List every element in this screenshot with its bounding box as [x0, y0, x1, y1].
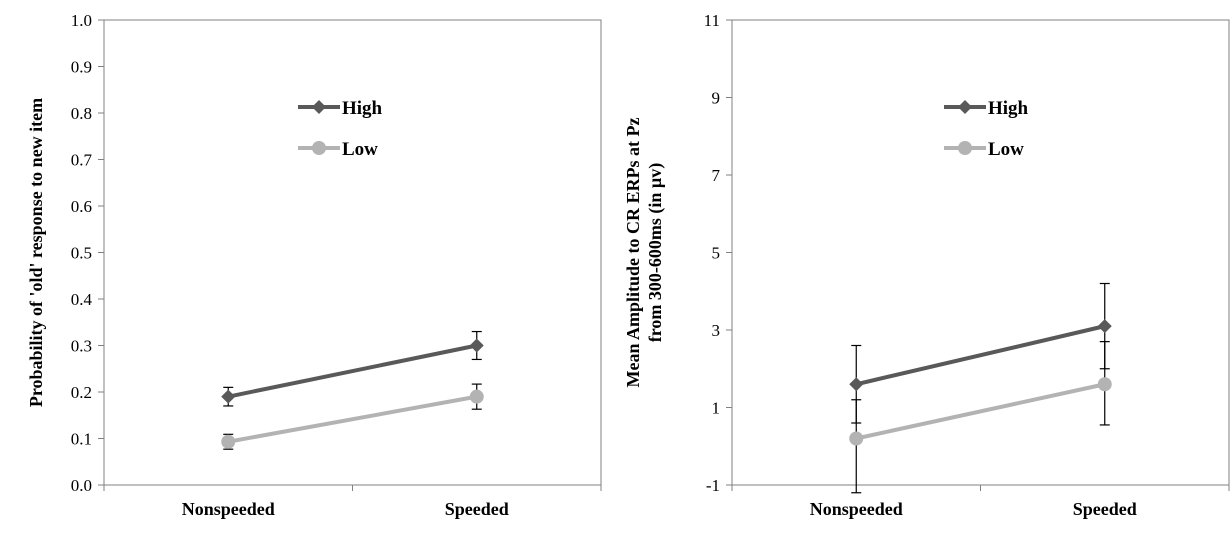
- data-point-circle: [469, 389, 484, 404]
- series-line: [855, 324, 1106, 387]
- y-tick-label: 7: [712, 166, 721, 185]
- legend-marker-diamond: [958, 100, 972, 114]
- chart-panel-1: 0.0 0.1 0.2 0.3 0.4 0.5 0.6 0.7 0.8 0.9 1.0 Nonspee…: [26, 11, 602, 519]
- series-high: [849, 282, 1112, 424]
- y-tick-label: 0.6: [71, 197, 92, 216]
- y-tick-label: 1: [712, 399, 721, 418]
- y-axis-label: Probability of 'old' response to new ite…: [26, 98, 46, 407]
- legend-label: Low: [988, 139, 1024, 160]
- chart-panel-2: -1 1 3 5 7 9 11 Nonspeeded Speeded Mean Amplitude…: [623, 11, 1230, 519]
- x-category-label: Nonspeeded: [182, 499, 275, 519]
- y-tick-label: 0.9: [71, 58, 92, 77]
- y-tick-label: 0.3: [71, 337, 92, 356]
- data-point-circle: [849, 431, 864, 446]
- series-line: [855, 382, 1106, 441]
- legend-marker-circle: [958, 141, 972, 155]
- y-tick-label: 0.2: [71, 383, 92, 402]
- y-tick-label: 5: [712, 244, 721, 263]
- plot-frame: [103, 19, 602, 486]
- y-tick-label: 9: [712, 89, 721, 108]
- data-point-circle: [221, 434, 236, 449]
- data-point-diamond: [469, 338, 484, 353]
- series-low: [849, 341, 1112, 494]
- series-high: [221, 330, 484, 407]
- y-tick-label: 1.0: [71, 11, 92, 30]
- y-tick-label: 0.8: [71, 104, 92, 123]
- series-line: [227, 394, 478, 444]
- legend-marker-diamond: [312, 100, 326, 114]
- y-axis-label: from 300-600ms (in µv): [645, 163, 666, 343]
- y-axis-label: Mean Amplitude to CR ERPs at Pz: [623, 117, 643, 387]
- legend-label: Low: [342, 139, 378, 160]
- y-tick-label: 0.1: [71, 430, 92, 449]
- y-tick-label: 11: [704, 11, 720, 30]
- data-point-diamond: [1097, 319, 1112, 334]
- legend-label: High: [988, 98, 1029, 119]
- data-point-diamond: [221, 389, 236, 404]
- y-tick-label: 3: [712, 321, 721, 340]
- y-tick-label: 0.7: [71, 151, 93, 170]
- y-tick-label: 0.5: [71, 244, 92, 263]
- plot-frame: [731, 19, 1230, 486]
- data-point-diamond: [849, 377, 864, 392]
- legend-label: High: [342, 98, 383, 119]
- legend-marker-circle: [312, 141, 326, 155]
- x-category-label: Nonspeeded: [810, 499, 903, 519]
- data-point-circle: [1097, 377, 1112, 392]
- series-line: [227, 343, 478, 399]
- legend-item-low: Low: [944, 139, 1024, 160]
- legend-item-low: Low: [298, 139, 378, 160]
- x-category-label: Speeded: [1073, 499, 1137, 519]
- x-category-label: Speeded: [445, 499, 509, 519]
- legend-item-high: High: [944, 98, 1029, 119]
- y-tick-label: 0.4: [71, 290, 93, 309]
- y-tick-label: -1: [706, 476, 720, 495]
- series-low: [221, 383, 484, 450]
- y-tick-label: 0.0: [71, 476, 92, 495]
- legend-item-high: High: [298, 98, 383, 119]
